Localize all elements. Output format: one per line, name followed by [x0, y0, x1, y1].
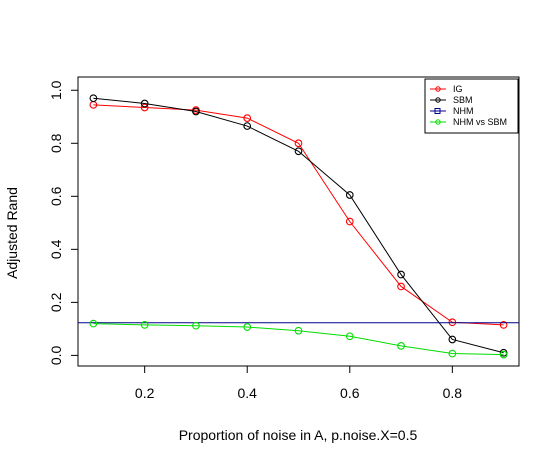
y-tick-label: 1.0 — [48, 80, 64, 100]
plot-frame — [77, 76, 520, 367]
data-point — [140, 103, 149, 112]
series-sbm — [89, 94, 508, 357]
y-axis-title: Adjusted Rand — [4, 187, 20, 279]
data-point — [89, 319, 98, 328]
data-point — [499, 321, 508, 329]
legend-marker — [434, 108, 441, 114]
x-axis-title: Proportion of noise in A, p.noise.X=0.5 — [179, 427, 418, 443]
series-layer — [78, 94, 519, 359]
legend-marker — [435, 97, 441, 103]
legend-item: IG — [430, 84, 463, 94]
data-point — [243, 323, 252, 331]
axes: 0.2 0.4 0.6 0.8 0.0 0.2 0.4 0.6 0.8 1.0 — [48, 80, 462, 401]
data-point — [294, 139, 303, 148]
legend-label: SBM — [453, 95, 473, 105]
data-point — [140, 99, 149, 108]
data-point — [345, 191, 354, 199]
x-tick-label: 0.8 — [443, 385, 463, 401]
legend-item: SBM — [430, 95, 473, 105]
y-tick-label: 0.8 — [48, 133, 64, 153]
data-point — [397, 282, 405, 291]
data-point — [243, 114, 252, 122]
series-nhm-vs-sbm — [89, 319, 508, 359]
data-point — [294, 326, 303, 335]
series-ig — [89, 100, 508, 329]
legend-item: NHM vs SBM — [430, 117, 507, 127]
data-point — [192, 107, 200, 116]
legend-label: NHM vs SBM — [453, 117, 507, 127]
data-point — [448, 318, 457, 327]
plot-area — [77, 76, 520, 367]
series-line — [93, 104, 504, 326]
data-point — [192, 321, 200, 330]
legend-label: NHM — [453, 106, 474, 116]
legend-marker — [435, 86, 441, 92]
data-point — [294, 147, 303, 156]
data-point — [397, 270, 405, 279]
legend-item: NHM — [430, 106, 474, 116]
data-point — [448, 349, 457, 358]
y-tick-label: 0.0 — [48, 345, 64, 365]
data-point — [345, 217, 354, 226]
y-tick-label: 0.2 — [48, 292, 64, 312]
data-point — [345, 332, 354, 341]
series-line — [93, 97, 504, 354]
data-point — [89, 94, 98, 103]
data-point — [448, 335, 457, 344]
x-tick-label: 0.2 — [135, 385, 155, 401]
data-point — [499, 350, 508, 359]
y-tick-label: 0.6 — [48, 186, 64, 206]
data-point — [243, 122, 252, 130]
series-line — [93, 323, 504, 356]
y-tick-label: 0.4 — [48, 239, 64, 259]
legend-label: IG — [453, 84, 463, 94]
data-point — [397, 341, 405, 350]
data-point — [140, 321, 149, 329]
x-tick-label: 0.4 — [237, 385, 257, 401]
x-tick-label: 0.6 — [340, 385, 360, 401]
legend-marker — [435, 119, 441, 125]
